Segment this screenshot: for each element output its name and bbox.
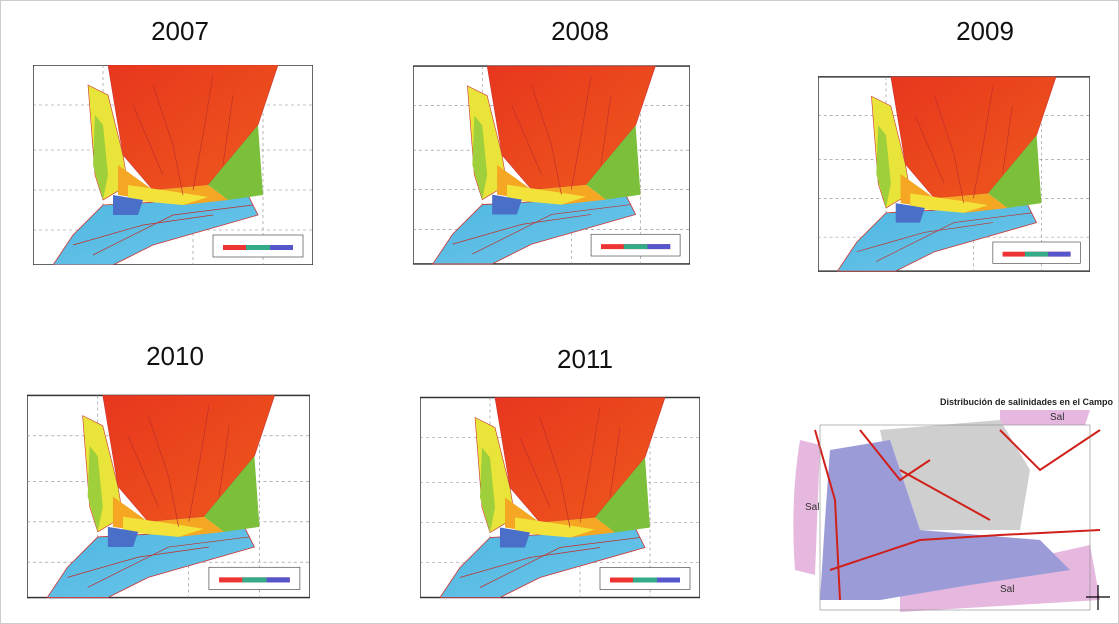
contour-map [413, 66, 690, 264]
contour-map [27, 395, 310, 597]
figure: 2007 2008 2009 2010 2011 Distribución de sal… [0, 0, 1119, 624]
contour-map [33, 65, 313, 265]
year-label: 2011 [557, 344, 613, 374]
map-title: Distribución de salinidades en el Campo [940, 397, 1114, 407]
salinity-map: Distribución de salinidades en el Campo … [790, 397, 1115, 612]
salt-zone [1000, 410, 1090, 425]
zone-label: Sal [1050, 412, 1064, 423]
contour-map [818, 77, 1090, 271]
contour-map [420, 398, 700, 598]
year-label: 2008 [551, 16, 609, 46]
year-label: 2010 [146, 341, 204, 371]
zone-label: Sal [1000, 584, 1014, 595]
zone-label: Sal [805, 502, 819, 513]
year-label: 2009 [956, 16, 1014, 46]
year-label: 2007 [151, 16, 209, 46]
